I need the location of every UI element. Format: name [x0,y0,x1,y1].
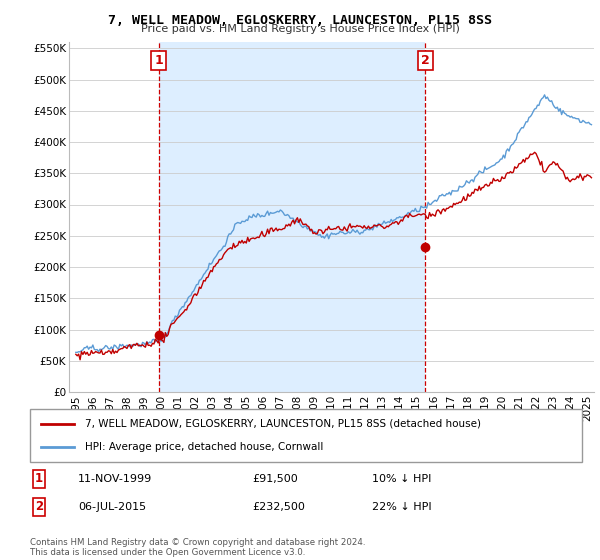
Text: £91,500: £91,500 [252,474,298,484]
Text: HPI: Average price, detached house, Cornwall: HPI: Average price, detached house, Corn… [85,442,323,452]
Text: £232,500: £232,500 [252,502,305,512]
Text: 1: 1 [35,472,43,486]
Text: 7, WELL MEADOW, EGLOSKERRY, LAUNCESTON, PL15 8SS: 7, WELL MEADOW, EGLOSKERRY, LAUNCESTON, … [108,14,492,27]
Text: 2: 2 [35,500,43,514]
Text: Contains HM Land Registry data © Crown copyright and database right 2024.
This d: Contains HM Land Registry data © Crown c… [30,538,365,557]
Text: 22% ↓ HPI: 22% ↓ HPI [372,502,431,512]
Text: 7, WELL MEADOW, EGLOSKERRY, LAUNCESTON, PL15 8SS (detached house): 7, WELL MEADOW, EGLOSKERRY, LAUNCESTON, … [85,419,481,429]
Bar [159,42,425,392]
Text: 1: 1 [154,54,163,67]
Text: 06-JUL-2015: 06-JUL-2015 [78,502,146,512]
FancyBboxPatch shape [30,409,582,462]
Text: 10% ↓ HPI: 10% ↓ HPI [372,474,431,484]
Text: Price paid vs. HM Land Registry's House Price Index (HPI): Price paid vs. HM Land Registry's House … [140,24,460,34]
Text: 11-NOV-1999: 11-NOV-1999 [78,474,152,484]
Text: 2: 2 [421,54,430,67]
